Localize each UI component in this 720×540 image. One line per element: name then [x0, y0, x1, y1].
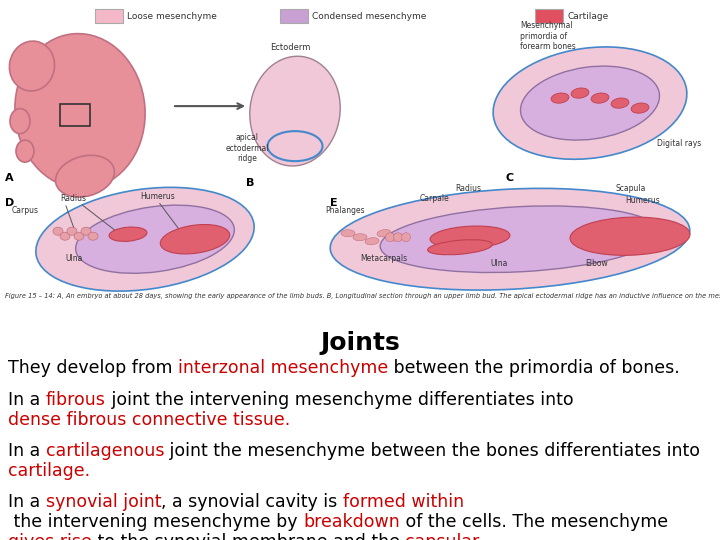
- Text: the intervening mesenchyme by: the intervening mesenchyme by: [8, 513, 303, 531]
- Text: interzonal mesenchyme: interzonal mesenchyme: [178, 359, 388, 377]
- Text: gives rise: gives rise: [8, 533, 92, 540]
- Ellipse shape: [385, 233, 395, 242]
- Ellipse shape: [88, 232, 98, 240]
- Text: Ectoderm: Ectoderm: [270, 43, 310, 52]
- Text: A: A: [5, 173, 14, 183]
- Ellipse shape: [53, 227, 63, 235]
- Text: cartilagenous: cartilagenous: [46, 442, 164, 460]
- Ellipse shape: [377, 230, 391, 237]
- Text: In a: In a: [8, 442, 46, 460]
- Text: They develop from: They develop from: [8, 359, 178, 377]
- Text: Figure 15 – 14: A, An embryo at about 28 days, showing the early appearance of t: Figure 15 – 14: A, An embryo at about 28…: [5, 293, 720, 299]
- Ellipse shape: [10, 109, 30, 133]
- Text: Digital rays: Digital rays: [657, 139, 701, 148]
- Ellipse shape: [330, 188, 690, 290]
- Text: Elbow: Elbow: [585, 259, 608, 268]
- Text: C: C: [505, 173, 513, 183]
- Text: In a: In a: [8, 390, 46, 409]
- Text: dense fibrous connective tissue.: dense fibrous connective tissue.: [8, 410, 290, 429]
- Text: Joints: Joints: [320, 332, 400, 355]
- Text: Radius: Radius: [455, 184, 481, 193]
- Text: joint the intervening mesenchyme differentiates into: joint the intervening mesenchyme differe…: [106, 390, 579, 409]
- Text: , a synovial cavity is: , a synovial cavity is: [161, 493, 343, 511]
- Text: between the primordia of bones.: between the primordia of bones.: [388, 359, 680, 377]
- Text: joint the mesenchyme between the bones differentiates into: joint the mesenchyme between the bones d…: [164, 442, 706, 460]
- Text: Loose mesenchyme: Loose mesenchyme: [127, 11, 217, 21]
- Ellipse shape: [365, 238, 379, 245]
- Ellipse shape: [493, 47, 687, 159]
- Ellipse shape: [76, 205, 234, 273]
- Ellipse shape: [570, 217, 690, 255]
- Bar: [95, 9, 123, 23]
- Text: apical
ectodermal
ridge: apical ectodermal ridge: [225, 133, 269, 163]
- Ellipse shape: [394, 233, 402, 242]
- Text: to the synovial membrane and the: to the synovial membrane and the: [92, 533, 405, 540]
- Text: Carpus: Carpus: [12, 206, 39, 215]
- Text: Cartilage: Cartilage: [567, 11, 608, 21]
- Ellipse shape: [353, 234, 367, 241]
- Ellipse shape: [60, 232, 70, 240]
- Ellipse shape: [15, 33, 145, 188]
- Text: Radius: Radius: [60, 194, 86, 203]
- Text: synovial joint: synovial joint: [46, 493, 161, 511]
- Ellipse shape: [16, 140, 34, 162]
- Text: D: D: [5, 198, 14, 208]
- Ellipse shape: [402, 233, 410, 242]
- Text: Phalanges: Phalanges: [325, 206, 364, 215]
- Text: capsular: capsular: [405, 533, 480, 540]
- Text: Humerus: Humerus: [625, 196, 660, 205]
- Ellipse shape: [161, 225, 230, 254]
- Text: Ulna: Ulna: [490, 259, 508, 268]
- Ellipse shape: [591, 93, 609, 103]
- Ellipse shape: [9, 41, 55, 91]
- Ellipse shape: [551, 93, 569, 103]
- Text: E: E: [330, 198, 338, 208]
- Ellipse shape: [631, 103, 649, 113]
- Text: of the cells. The mesenchyme: of the cells. The mesenchyme: [400, 513, 673, 531]
- Ellipse shape: [430, 226, 510, 248]
- Text: formed within: formed within: [343, 493, 464, 511]
- Text: Carpale: Carpale: [420, 194, 450, 203]
- Ellipse shape: [36, 187, 254, 291]
- Ellipse shape: [428, 240, 492, 255]
- Ellipse shape: [611, 98, 629, 108]
- Text: Metacarpals: Metacarpals: [360, 254, 407, 263]
- Text: Mesenchymal
primordia of
forearm bones: Mesenchymal primordia of forearm bones: [520, 21, 576, 51]
- Ellipse shape: [380, 206, 660, 273]
- Text: Scapula: Scapula: [615, 184, 645, 193]
- Text: fibrous: fibrous: [46, 390, 106, 409]
- Ellipse shape: [389, 233, 403, 241]
- Ellipse shape: [74, 232, 84, 240]
- Ellipse shape: [67, 227, 77, 235]
- Ellipse shape: [571, 88, 589, 98]
- Text: Ulna: Ulna: [65, 254, 82, 263]
- Text: B: B: [246, 178, 254, 188]
- Text: Condensed mesenchyme: Condensed mesenchyme: [312, 11, 426, 21]
- Ellipse shape: [250, 56, 341, 166]
- Ellipse shape: [55, 156, 114, 197]
- Bar: [60, 104, 90, 126]
- Text: In a: In a: [8, 493, 46, 511]
- Ellipse shape: [341, 230, 355, 237]
- Bar: [535, 9, 563, 23]
- Text: cartilage.: cartilage.: [8, 462, 90, 480]
- Text: Humerus: Humerus: [140, 192, 175, 201]
- Ellipse shape: [109, 227, 147, 241]
- Ellipse shape: [521, 66, 660, 140]
- Text: breakdown: breakdown: [303, 513, 400, 531]
- Bar: [280, 9, 308, 23]
- Ellipse shape: [81, 227, 91, 235]
